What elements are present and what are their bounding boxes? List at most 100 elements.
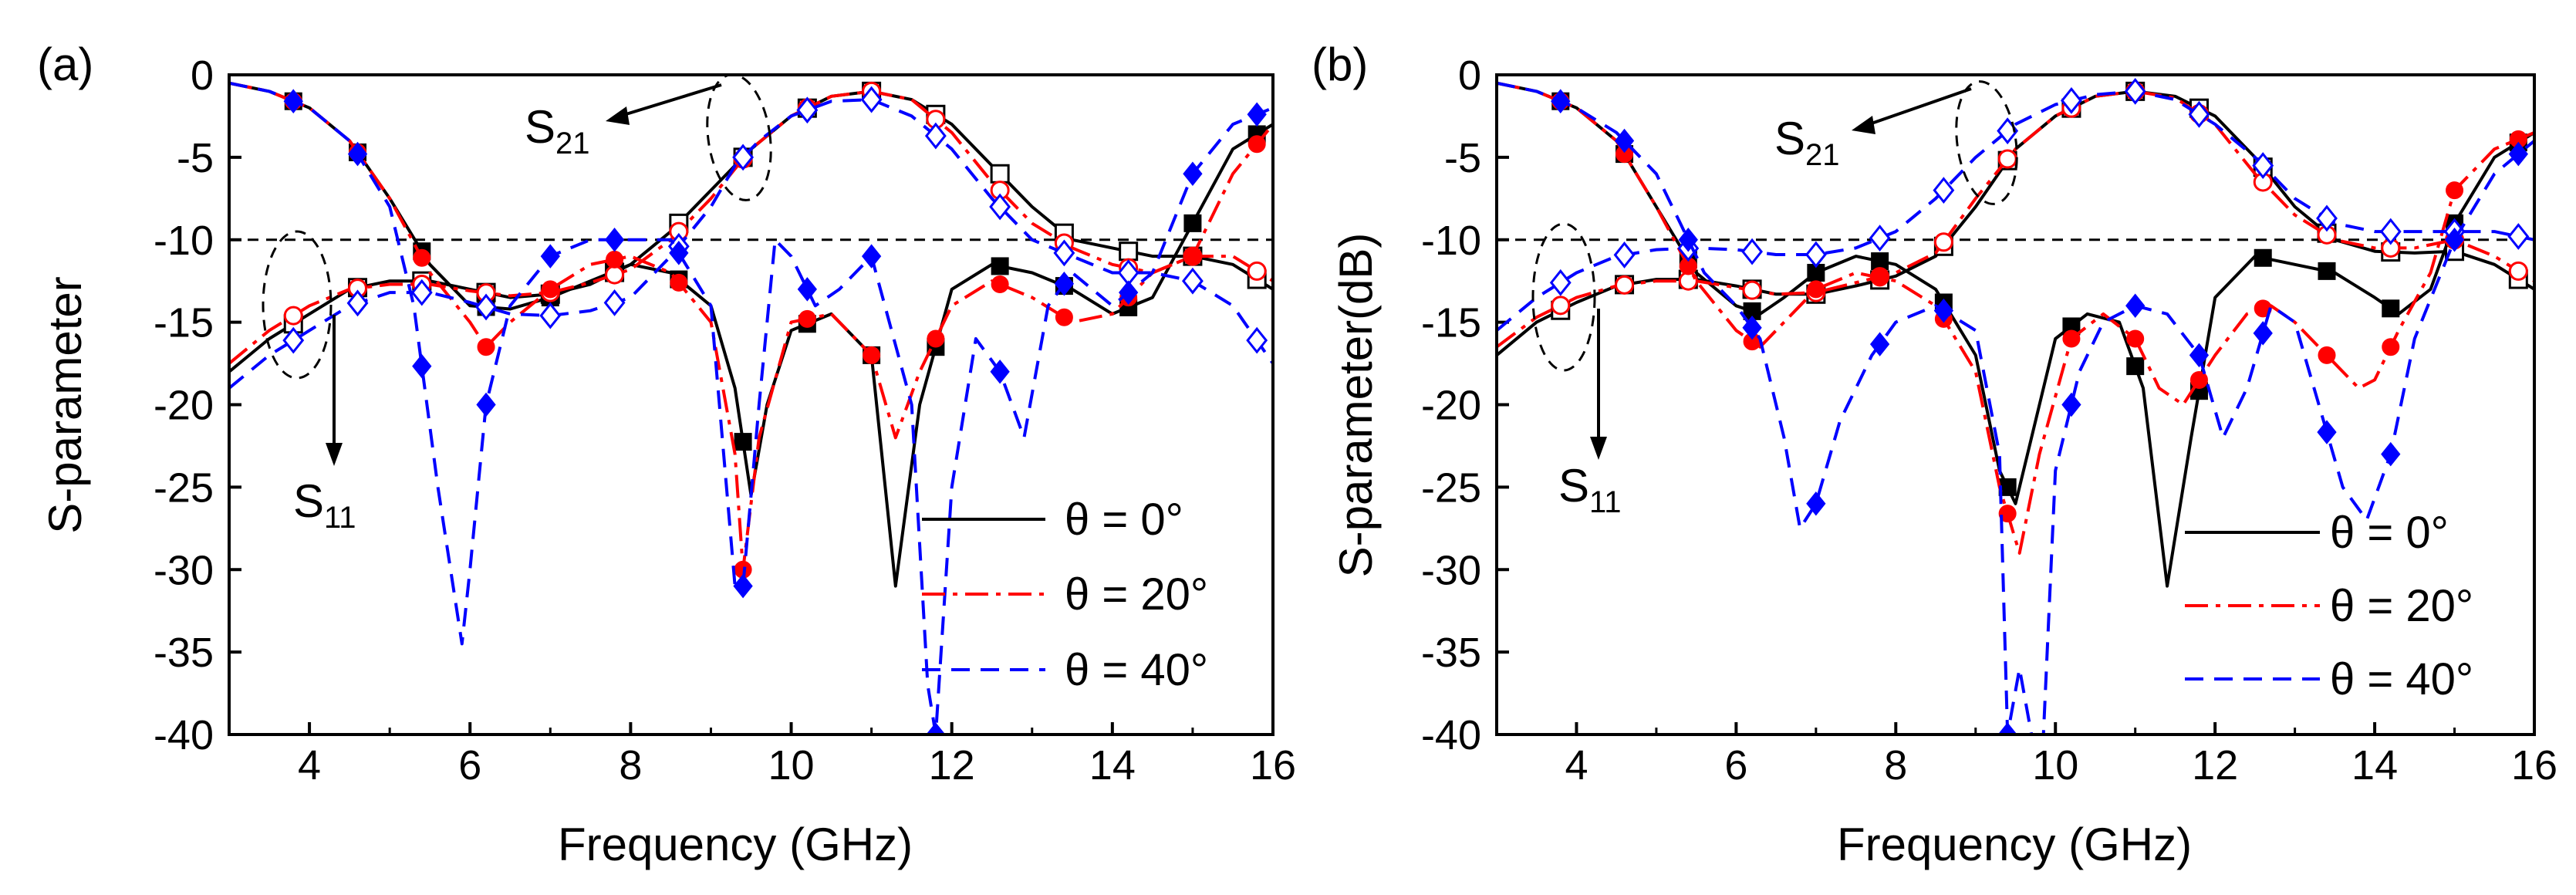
- label-s21-b: S21: [1774, 113, 1840, 172]
- data-point-a-1: [734, 433, 752, 451]
- data-point-a-4: [1053, 239, 1075, 267]
- data-point-b-2: [1742, 280, 1762, 300]
- data-point-a-4: [1182, 267, 1204, 295]
- ellipse-marker-s11-b: [1531, 222, 1596, 372]
- data-point-a-3: [1247, 135, 1266, 154]
- label-s11-b-sub: 11: [1589, 485, 1622, 519]
- legend-label-b-0: θ = 0°: [2330, 508, 2449, 558]
- chart-panel-a: (a) S-parameter Frequency (GHz) 4 6 8 10 12 1…: [37, 39, 1296, 870]
- data-point-a-5: [1183, 161, 1203, 187]
- data-point-a-5: [347, 141, 368, 167]
- data-point-a-5: [1119, 280, 1139, 305]
- arrow-line-s21-b: [1866, 87, 1972, 127]
- series-layer-b: [1497, 77, 2534, 735]
- data-point-b-3: [2062, 329, 2081, 348]
- data-point-a-3: [927, 329, 945, 348]
- data-point-a-3: [1183, 247, 1202, 265]
- y-tick-label: -30: [154, 547, 214, 593]
- data-point-a-5: [540, 244, 560, 268]
- data-point-b-4: [2188, 100, 2210, 128]
- arrow-line-s21-a: [620, 83, 722, 117]
- data-point-a-5: [797, 277, 817, 302]
- y-tick-label: -25: [1421, 464, 1481, 511]
- x-tick-label: 4: [1565, 742, 1588, 789]
- data-point-a-4: [1246, 326, 1268, 354]
- data-point-a-4: [924, 122, 947, 150]
- x-axis-label-a: Frequency (GHz): [558, 819, 913, 870]
- data-point-a-3: [541, 280, 559, 299]
- y-tick-label: -25: [154, 464, 214, 511]
- x-tick-label: 6: [1724, 742, 1747, 789]
- legend-label-b-2: θ = 40°: [2330, 654, 2473, 704]
- panel-label-a: (a): [37, 39, 93, 90]
- data-point-a-5: [476, 392, 496, 417]
- data-point-a-5: [1247, 102, 1267, 127]
- chart-panel-b: (b) S-parameter(dB) Frequency (GHz) 4 6 8 1…: [1312, 39, 2557, 870]
- y-tick-label: -10: [1421, 218, 1481, 264]
- x-tick-label: 12: [2192, 742, 2238, 789]
- data-point-a-1: [1183, 214, 1202, 232]
- data-point-b-4: [1613, 241, 1636, 268]
- annotation-s21-b: S21: [1774, 80, 2018, 205]
- arrow-head-s21-a: [606, 106, 630, 125]
- label-s21-a-sub: 21: [555, 127, 590, 160]
- data-point-b-5: [2317, 420, 2337, 444]
- x-tick-label: 14: [1089, 742, 1136, 789]
- data-point-a-4: [796, 96, 819, 124]
- x-tick-label: 8: [619, 742, 642, 789]
- x-tick-label: 14: [2351, 742, 2398, 789]
- y-tick-label: -35: [1421, 630, 1481, 676]
- y-tick-label: -20: [154, 383, 214, 429]
- data-point-b-1: [2382, 299, 2400, 318]
- data-point-b-2: [1551, 296, 1571, 316]
- data-point-a-3: [413, 248, 431, 267]
- label-s11-b: S11: [1558, 460, 1622, 519]
- ellipse-marker-s21-b: [1955, 80, 2018, 205]
- data-point-b-3: [1998, 505, 2017, 523]
- data-point-a-3: [477, 338, 495, 356]
- data-point-b-3: [2318, 346, 2336, 364]
- data-point-b-5: [2508, 141, 2528, 167]
- data-point-b-3: [2189, 370, 2208, 389]
- legend-b: θ = 0° θ = 20° θ = 40°: [2185, 508, 2473, 704]
- data-point-a-3: [798, 309, 816, 328]
- series-line-b-5: [1497, 81, 2534, 735]
- data-point-b-3: [2382, 338, 2400, 356]
- plot-frame-b: [1495, 73, 2536, 736]
- x-tick-label: 10: [768, 742, 814, 789]
- data-point-b-1: [2318, 262, 2336, 280]
- legend-label-a-2: θ = 40°: [1065, 645, 1208, 695]
- data-point-a-3: [670, 273, 688, 292]
- data-point-b-5: [1933, 298, 1954, 323]
- data-point-a-4: [732, 144, 755, 171]
- series-line-a-0: [229, 90, 1273, 373]
- data-point-a-4: [860, 86, 883, 113]
- data-point-b-1: [2126, 357, 2145, 376]
- y-axis-label-a: S-parameter: [39, 276, 91, 533]
- data-point-a-2: [1247, 261, 1267, 281]
- annotation-s21-a: S21: [525, 73, 772, 201]
- data-point-b-5: [2381, 441, 2401, 467]
- y-tick-label: -15: [154, 300, 214, 346]
- y-axis-label-b: S-parameter(dB): [1330, 233, 1382, 578]
- data-point-b-3: [2446, 181, 2464, 200]
- data-point-a-4: [475, 293, 497, 321]
- data-point-a-3: [991, 275, 1009, 293]
- data-point-a-2: [605, 265, 625, 285]
- arrow-head-s11-a: [326, 443, 343, 466]
- ellipse-marker-s11-a: [262, 230, 333, 380]
- data-point-b-2: [1997, 149, 2017, 169]
- arrow-head-s21-b: [1852, 116, 1875, 134]
- data-point-b-4: [2124, 77, 2146, 105]
- y-tick-label: -20: [1421, 383, 1481, 429]
- data-point-a-0: [990, 164, 1010, 184]
- data-point-b-4: [1549, 268, 1572, 296]
- data-point-a-5: [669, 241, 689, 265]
- label-s11-b-main: S: [1558, 460, 1589, 512]
- data-point-a-3: [1055, 308, 1073, 326]
- data-point-b-5: [1614, 128, 1635, 154]
- series-line-a-4: [229, 98, 1273, 390]
- data-point-b-5: [1678, 227, 1698, 252]
- data-point-b-5: [1742, 315, 1762, 340]
